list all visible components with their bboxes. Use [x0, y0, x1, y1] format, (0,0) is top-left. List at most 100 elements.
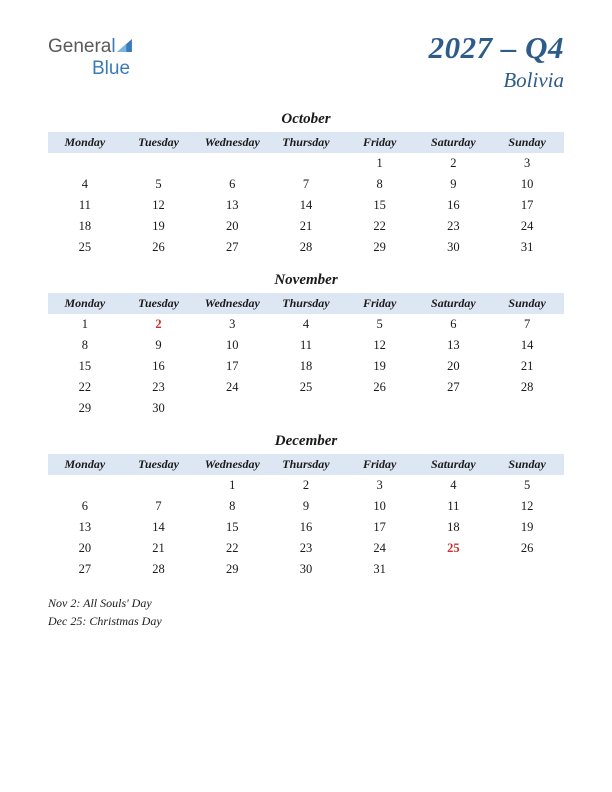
calendar-cell: 14: [269, 195, 343, 216]
calendar-cell: 19: [490, 517, 564, 538]
calendar-cell: [48, 153, 122, 174]
calendar-cell: 23: [122, 377, 196, 398]
calendar-cell: 27: [195, 237, 269, 258]
calendar-cell: 7: [122, 496, 196, 517]
calendar-row: 18192021222324: [48, 216, 564, 237]
logo: GeneralBlue: [48, 36, 132, 80]
calendar-cell: 18: [48, 216, 122, 237]
calendar-cell: 13: [195, 195, 269, 216]
logo-text-blue: Blue: [92, 58, 130, 80]
calendar-cell: 6: [195, 174, 269, 195]
day-header: Wednesday: [195, 293, 269, 314]
calendar-cell: 27: [48, 559, 122, 580]
calendar-cell: [195, 153, 269, 174]
calendar-cell: 16: [122, 356, 196, 377]
calendar-cell: 3: [195, 314, 269, 335]
calendar-cell: 20: [48, 538, 122, 559]
calendar-cell: 1: [343, 153, 417, 174]
calendar-cell: 26: [343, 377, 417, 398]
day-header: Sunday: [490, 293, 564, 314]
day-header: Tuesday: [122, 454, 196, 475]
calendar-cell: 23: [269, 538, 343, 559]
calendar-cell: 28: [122, 559, 196, 580]
day-header: Saturday: [417, 293, 491, 314]
calendar-cell: [417, 559, 491, 580]
calendar-table: MondayTuesdayWednesdayThursdayFridaySatu…: [48, 293, 564, 419]
calendar-row: 22232425262728: [48, 377, 564, 398]
calendar-row: 2930: [48, 398, 564, 419]
calendar-cell: 30: [269, 559, 343, 580]
calendar-cell: 12: [122, 195, 196, 216]
calendar-cell: 22: [48, 377, 122, 398]
calendar-cell: 9: [122, 335, 196, 356]
header: GeneralBlue 2027 – Q4 Bolivia: [48, 30, 564, 93]
month-name: December: [48, 433, 564, 450]
calendar-cell: 19: [343, 356, 417, 377]
calendar-cell: 10: [490, 174, 564, 195]
calendar-cell: 29: [343, 237, 417, 258]
calendar-cell: 1: [48, 314, 122, 335]
day-header: Monday: [48, 293, 122, 314]
calendar-cell: 10: [343, 496, 417, 517]
calendar-cell: 14: [490, 335, 564, 356]
calendar-cell: [122, 475, 196, 496]
day-header: Friday: [343, 454, 417, 475]
calendar-cell: 18: [269, 356, 343, 377]
logo-text-l: l: [111, 36, 115, 58]
calendar-cell: 28: [269, 237, 343, 258]
calendar-cell: 2: [122, 314, 196, 335]
calendar-row: 891011121314: [48, 335, 564, 356]
month-block: December MondayTuesdayWednesdayThursdayFr…: [48, 433, 564, 580]
calendar-cell: 30: [417, 237, 491, 258]
day-header: Tuesday: [122, 132, 196, 153]
day-header: Friday: [343, 132, 417, 153]
calendar-cell: 7: [269, 174, 343, 195]
calendar-cell: 13: [417, 335, 491, 356]
calendar-row: 123: [48, 153, 564, 174]
calendar-cell: 5: [490, 475, 564, 496]
calendar-row: 25262728293031: [48, 237, 564, 258]
calendar-cell: [269, 153, 343, 174]
calendar-cell: 12: [490, 496, 564, 517]
calendar-cell: 9: [417, 174, 491, 195]
day-header: Sunday: [490, 132, 564, 153]
calendar-cell: 5: [343, 314, 417, 335]
day-header: Wednesday: [195, 454, 269, 475]
calendar-cell: 29: [48, 398, 122, 419]
months-container: OctoberMondayTuesdayWednesdayThursdayFri…: [48, 111, 564, 580]
calendar-cell: 16: [417, 195, 491, 216]
calendar-cell: 15: [48, 356, 122, 377]
calendar-cell: [48, 475, 122, 496]
calendar-cell: 11: [48, 195, 122, 216]
day-header: Thursday: [269, 454, 343, 475]
calendar-cell: 24: [195, 377, 269, 398]
logo-text-general: Genera: [48, 36, 111, 58]
calendar-cell: 10: [195, 335, 269, 356]
calendar-cell: 13: [48, 517, 122, 538]
calendar-cell: 15: [195, 517, 269, 538]
calendar-row: 1234567: [48, 314, 564, 335]
calendar-table: MondayTuesdayWednesdayThursdayFridaySatu…: [48, 454, 564, 580]
logo-triangle-icon: [117, 36, 132, 58]
calendar-row: 45678910: [48, 174, 564, 195]
calendar-cell: 5: [122, 174, 196, 195]
day-header: Saturday: [417, 454, 491, 475]
calendar-cell: 11: [417, 496, 491, 517]
calendar-cell: [122, 153, 196, 174]
calendar-cell: 25: [48, 237, 122, 258]
calendar-cell: 18: [417, 517, 491, 538]
day-header: Saturday: [417, 132, 491, 153]
month-block: NovemberMondayTuesdayWednesdayThursdayFr…: [48, 272, 564, 419]
calendar-cell: 1: [195, 475, 269, 496]
calendar-cell: 24: [490, 216, 564, 237]
calendar-cell: 6: [417, 314, 491, 335]
calendar-cell: 12: [343, 335, 417, 356]
calendar-cell: 25: [417, 538, 491, 559]
calendar-cell: 6: [48, 496, 122, 517]
calendar-cell: [490, 559, 564, 580]
calendar-cell: [417, 398, 491, 419]
calendar-cell: 28: [490, 377, 564, 398]
calendar-cell: 8: [195, 496, 269, 517]
calendar-cell: 17: [195, 356, 269, 377]
calendar-cell: 8: [48, 335, 122, 356]
